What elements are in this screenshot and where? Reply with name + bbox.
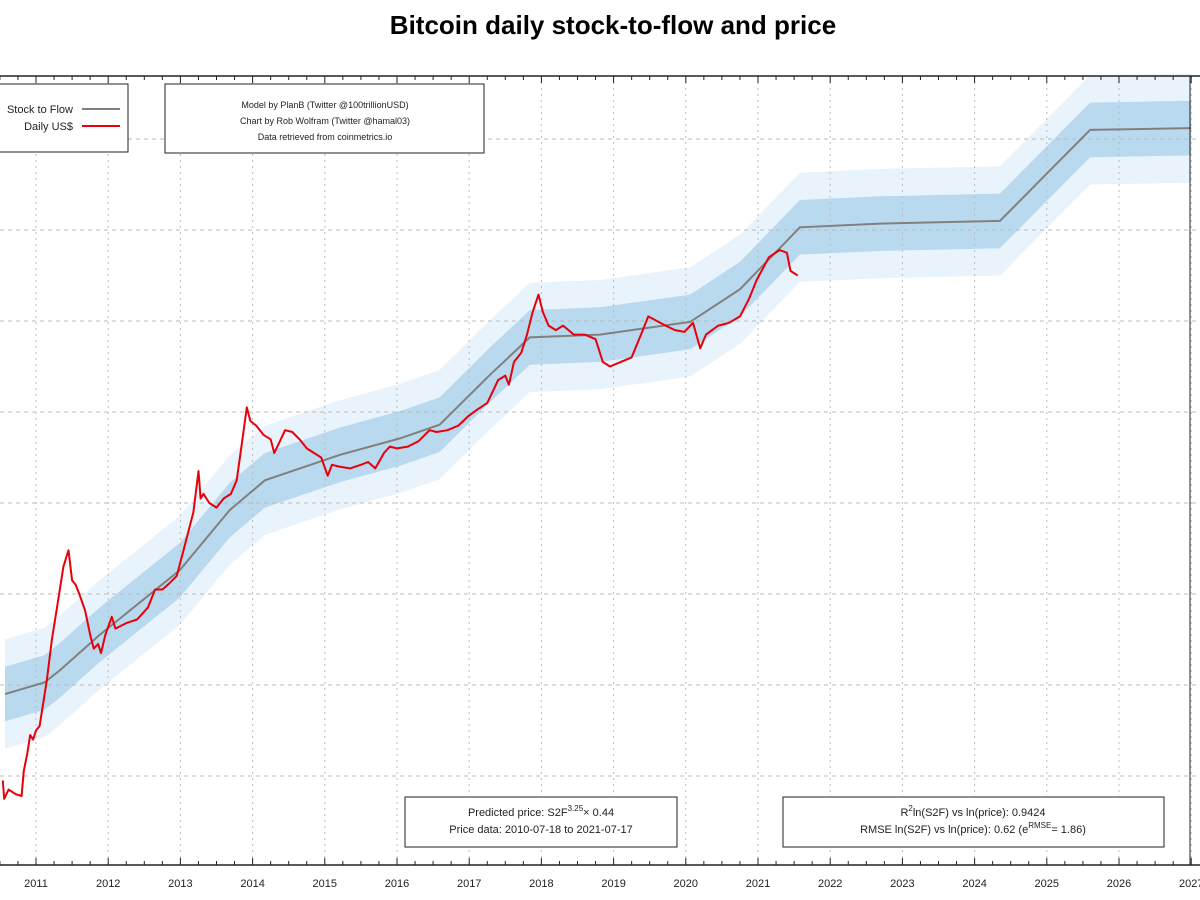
stats-rmse-sup: RMSE <box>1028 821 1051 830</box>
stats-rmse-suffix: = 1.86) <box>1051 824 1086 836</box>
chart-title: Bitcoin daily stock-to-flow and price <box>390 10 836 40</box>
model-formula: Predicted price: S2F3.25× 0.44 <box>468 804 614 819</box>
inner-band <box>5 100 1192 722</box>
stats-box: R2ln(S2F) vs ln(price): 0.9424 RMSE ln(S… <box>782 796 1165 848</box>
model-frame <box>404 796 678 848</box>
model-price-range: Price data: 2010-07-18 to 2021-07-17 <box>449 824 632 836</box>
confidence-bands <box>5 73 1192 749</box>
series-line-daily-usd <box>1 249 799 800</box>
stats-rmse: RMSE ln(S2F) vs ln(price): 0.62 (eRMSE= … <box>860 821 1086 836</box>
x-tick-label-2012: 2012 <box>96 878 120 890</box>
x-tick-label-2021: 2021 <box>746 878 770 890</box>
credit-line-2: Chart by Rob Wolfram (Twitter @hamal03) <box>240 116 410 126</box>
series-lines <box>1 127 1192 800</box>
legend-label-price: Daily US$ <box>24 121 73 133</box>
outer-band <box>5 73 1192 749</box>
stats-r2-text: ln(S2F) vs ln(price): 0.9424 <box>913 807 1046 819</box>
model-formula-prefix: Predicted price: S2F <box>468 807 568 819</box>
model-formula-suffix: × 0.44 <box>583 807 614 819</box>
x-tick-label-2017: 2017 <box>457 878 481 890</box>
legend-box <box>0 83 129 153</box>
x-tick-label-2020: 2020 <box>674 878 698 890</box>
credits-box: Model by PlanB (Twitter @100trillionUSD)… <box>164 83 485 154</box>
x-tick-label-2016: 2016 <box>385 878 409 890</box>
stats-frame <box>782 796 1165 848</box>
credit-line-1: Model by PlanB (Twitter @100trillionUSD) <box>241 100 408 110</box>
stats-r2-sup: 2 <box>908 804 913 813</box>
x-tick-label-2014: 2014 <box>240 878 264 890</box>
x-tick-label-2023: 2023 <box>890 878 914 890</box>
credit-line-3: Data retrieved from coinmetrics.io <box>258 132 393 142</box>
x-tick-label-2013: 2013 <box>168 878 192 890</box>
x-tick-label-2015: 2015 <box>313 878 337 890</box>
x-tick-label-2026: 2026 <box>1107 878 1131 890</box>
model-formula-exponent: 3.25 <box>568 804 584 813</box>
x-tick-label-2027: 2027 <box>1179 878 1200 890</box>
stats-r2-prefix: R <box>900 807 908 819</box>
x-tick-label-2019: 2019 <box>601 878 625 890</box>
stats-r2: R2ln(S2F) vs ln(price): 0.9424 <box>900 804 1045 819</box>
credits-frame <box>164 83 485 154</box>
x-tick-label-2022: 2022 <box>818 878 842 890</box>
series-line-stock-to-flow <box>4 127 1192 696</box>
legend: Stock to Flow Daily US$ <box>0 83 129 153</box>
x-axis-ticks: 2011 2012 2013 2014 2015 2016 2017 2018 2019 2020… <box>0 76 1200 890</box>
x-tick-label-2025: 2025 <box>1035 878 1059 890</box>
stats-rmse-prefix: RMSE ln(S2F) vs ln(price): 0.62 (e <box>860 824 1028 836</box>
gridlines <box>0 76 1200 865</box>
legend-label-s2f: Stock to Flow <box>7 104 73 116</box>
x-tick-label-2024: 2024 <box>962 878 986 890</box>
model-box: Predicted price: S2F3.25× 0.44 Price dat… <box>404 796 678 848</box>
x-tick-label-2011: 2011 <box>24 878 48 890</box>
axes <box>0 75 1200 866</box>
x-tick-label-2018: 2018 <box>529 878 553 890</box>
